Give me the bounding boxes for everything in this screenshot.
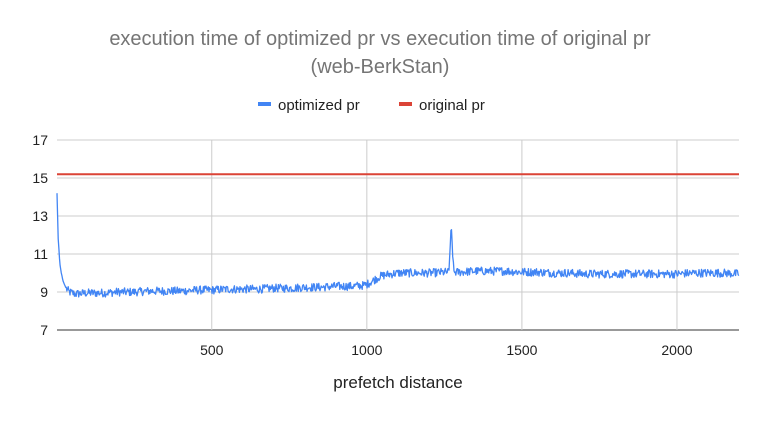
x-tick-label: 1500	[506, 342, 537, 358]
chart-title: execution time of optimized pr vs execut…	[109, 28, 651, 50]
legend-label-optimized: optimized pr	[278, 97, 360, 114]
legend-item-original: original pr	[399, 97, 485, 114]
chart-subtitle: (web-BerkStan)	[311, 56, 450, 78]
y-tick-label: 15	[32, 170, 48, 186]
y-tick-label: 17	[32, 132, 48, 148]
tick-labels: 7 9 11 13 15 17 500 1000 1500 2000	[32, 132, 692, 358]
legend: optimized pr original pr	[258, 97, 485, 114]
legend-label-original: original pr	[419, 97, 485, 114]
legend-swatch-original	[399, 102, 412, 106]
y-tick-label: 13	[32, 208, 48, 224]
x-tick-label: 2000	[661, 342, 692, 358]
legend-item-optimized: optimized pr	[258, 97, 360, 114]
series-line-optimized-pr	[56, 193, 740, 298]
x-axis-title: prefetch distance	[333, 373, 462, 392]
y-tick-label: 9	[40, 284, 48, 300]
legend-swatch-optimized	[258, 102, 271, 106]
x-tick-label: 1000	[351, 342, 382, 358]
x-tick-label: 500	[200, 342, 224, 358]
y-tick-label: 11	[33, 246, 48, 262]
y-tick-label: 7	[40, 322, 48, 338]
gridlines	[57, 139, 739, 331]
series-lines	[56, 173, 740, 298]
